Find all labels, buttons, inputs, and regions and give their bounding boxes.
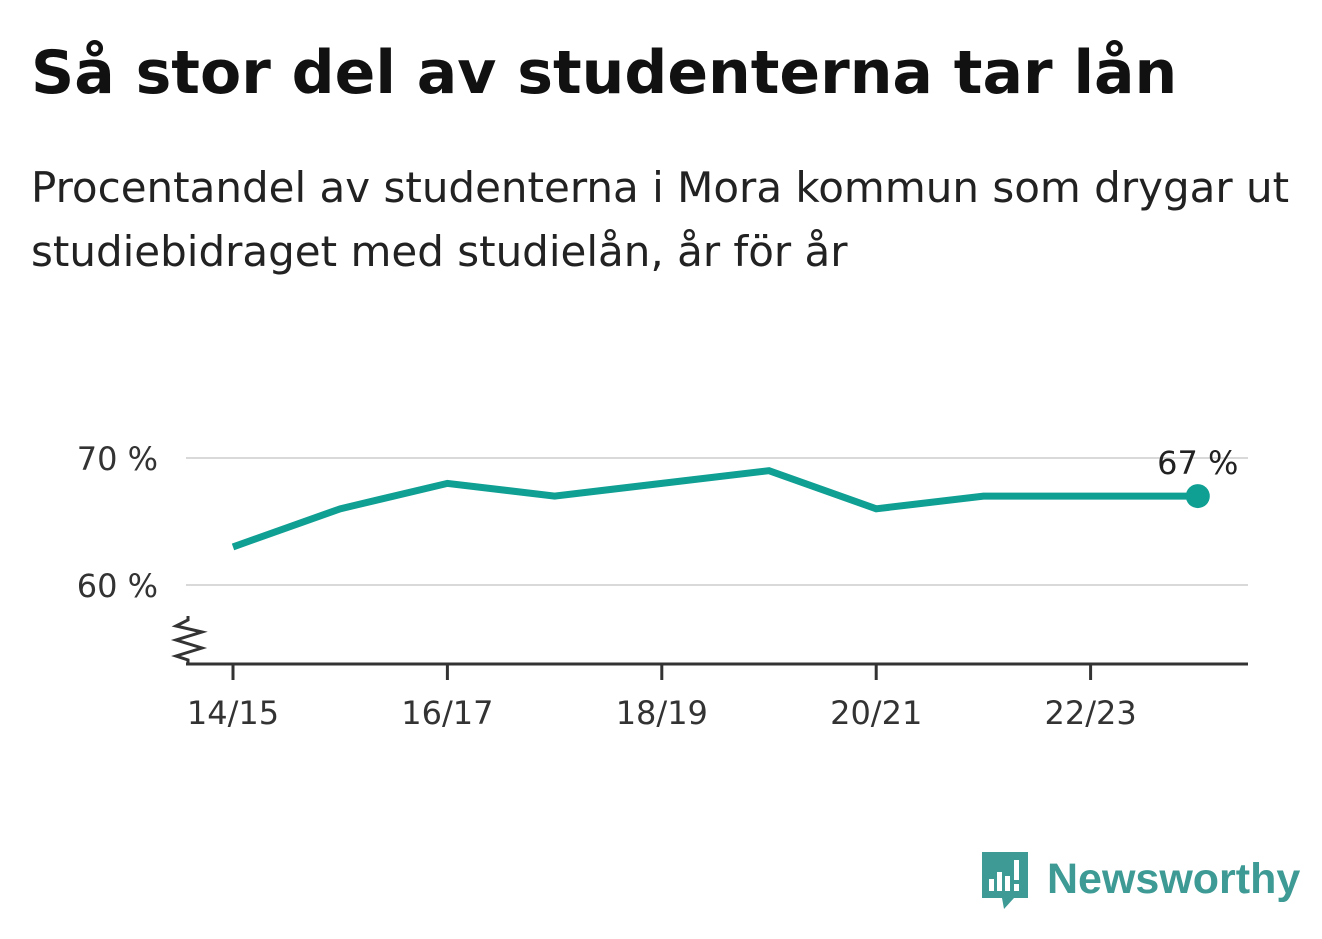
x-axis-ticks: 14/15 16/17 18/19 20/21 22/23: [187, 664, 1137, 732]
x-tick-label: 22/23: [1044, 694, 1136, 732]
end-value-label: 67 %: [1157, 444, 1238, 482]
data-labels: 67 %: [1157, 444, 1238, 482]
x-tick-label: 18/19: [616, 694, 708, 732]
brand: Newsworthy: [980, 846, 1300, 912]
x-tick-label: 16/17: [401, 694, 493, 732]
newsworthy-logo-icon: [982, 852, 1028, 909]
brand-name: Newsworthy: [1047, 855, 1301, 903]
x-axis: [170, 616, 1248, 666]
x-tick-label: 14/15: [187, 694, 279, 732]
x-tick-label: 20/21: [830, 694, 922, 732]
y-axis-labels: 60 % 70 %: [77, 440, 158, 605]
y-tick-label: 60 %: [77, 567, 158, 605]
chart-title: Så stor del av studenterna tar lån: [31, 38, 1178, 108]
series-line: [231, 467, 1198, 551]
series: [231, 467, 1210, 551]
axis-break-icon: [170, 616, 208, 664]
gridlines: [186, 457, 1248, 586]
end-point-marker: [1185, 484, 1210, 509]
y-tick-label: 70 %: [77, 440, 158, 478]
chart-subtitle: Procentandel av studenterna i Mora kommu…: [31, 163, 1290, 276]
